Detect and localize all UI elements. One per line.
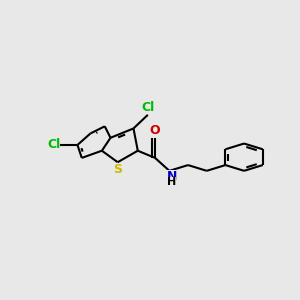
Text: S: S (113, 163, 122, 176)
Text: O: O (150, 124, 160, 137)
Text: H: H (167, 177, 176, 187)
Text: Cl: Cl (141, 101, 154, 114)
Text: N: N (167, 170, 178, 183)
Text: Cl: Cl (47, 139, 60, 152)
